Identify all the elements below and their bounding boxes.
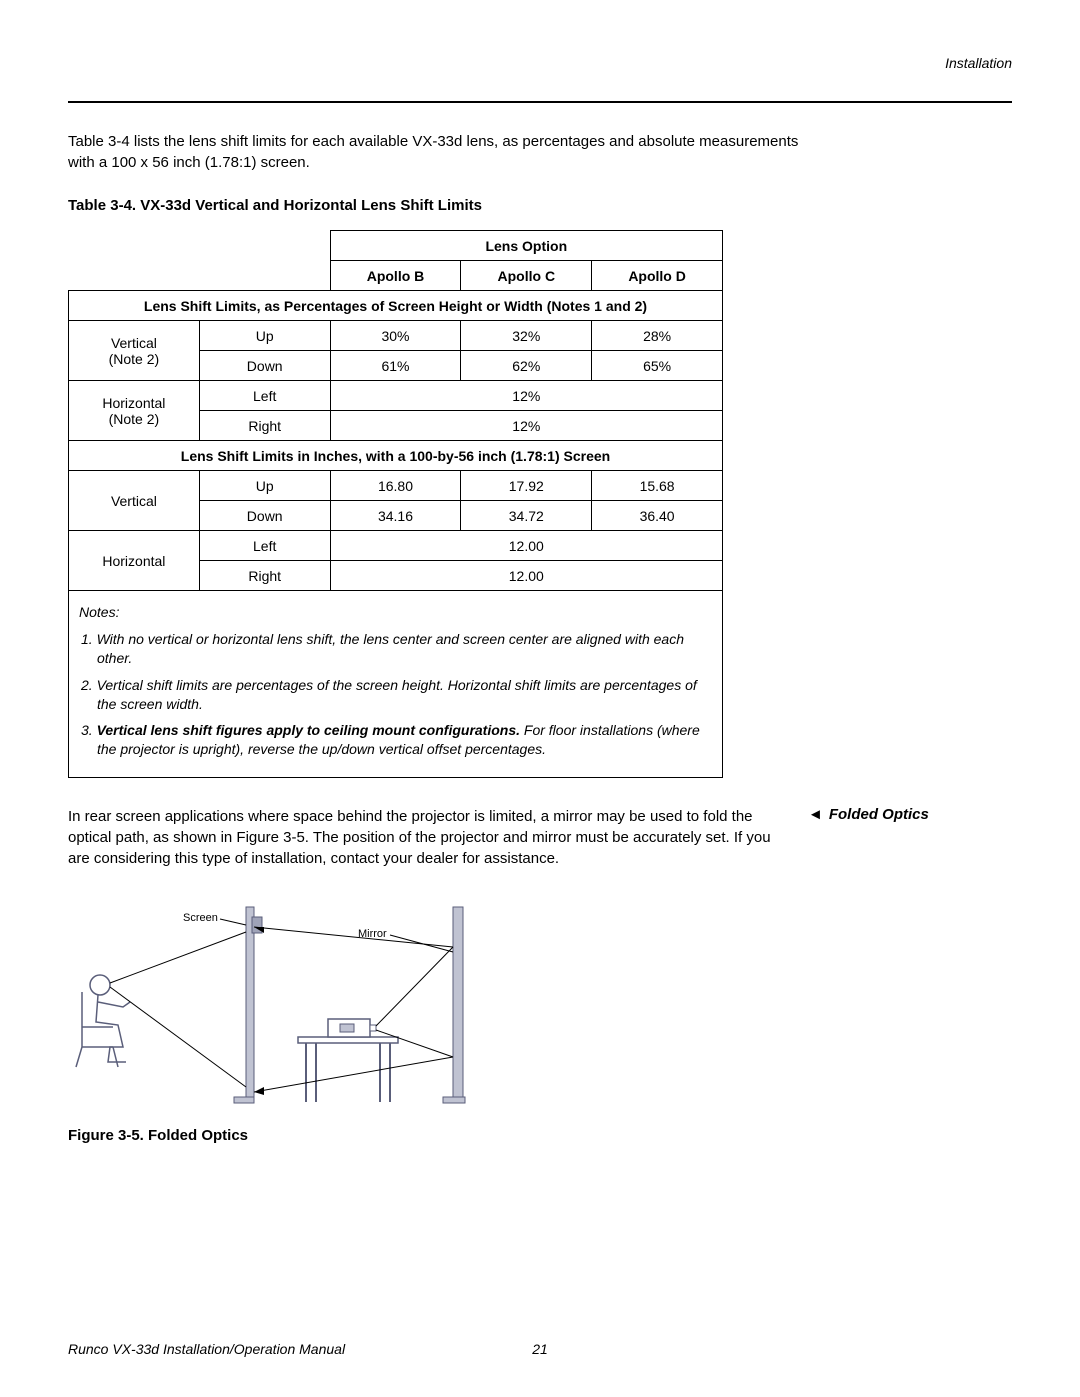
s1-left: Left	[199, 381, 330, 411]
s2-up-c: 17.92	[461, 471, 592, 501]
table-title: Table 3-4. VX-33d Vertical and Horizonta…	[68, 197, 1012, 214]
s2-left: Left	[199, 531, 330, 561]
s1-up-c: 32%	[461, 321, 592, 351]
s1-up: Up	[199, 321, 330, 351]
s1-up-d: 28%	[592, 321, 723, 351]
table-notes: Notes: 1. With no vertical or horizontal…	[68, 591, 723, 778]
s2-down-d: 36.40	[592, 501, 723, 531]
folded-optics-paragraph: In rear screen applications where space …	[68, 806, 788, 869]
folded-optics-diagram: Screen Mirror	[68, 897, 468, 1107]
s1-right: Right	[199, 411, 330, 441]
footer-manual-title: Runco VX-33d Installation/Operation Manu…	[68, 1341, 345, 1357]
s1-horizontal-label: Horizontal(Note 2)	[69, 381, 200, 441]
col-apollo-c: Apollo C	[461, 261, 592, 291]
intro-paragraph: Table 3-4 lists the lens shift limits fo…	[68, 131, 808, 173]
note-2: 2. Vertical shift limits are percentages…	[79, 676, 712, 714]
footer-page-number: 21	[532, 1341, 548, 1357]
s2-left-val: 12.00	[330, 531, 722, 561]
s1-down-c: 62%	[461, 351, 592, 381]
s1-down-d: 65%	[592, 351, 723, 381]
s2-up-d: 15.68	[592, 471, 723, 501]
lens-option-header: Lens Option	[330, 231, 722, 261]
section1-title: Lens Shift Limits, as Percentages of Scr…	[69, 291, 723, 321]
table-empty-corner	[69, 231, 331, 291]
s2-down-c: 34.72	[461, 501, 592, 531]
s1-right-val: 12%	[330, 411, 722, 441]
s2-vertical-label: Vertical	[69, 471, 200, 531]
triangle-left-icon: ◄	[808, 806, 823, 823]
section-header: Installation	[68, 55, 1012, 71]
s1-down-b: 61%	[330, 351, 461, 381]
section2-title: Lens Shift Limits in Inches, with a 100-…	[69, 441, 723, 471]
col-apollo-b: Apollo B	[330, 261, 461, 291]
s1-vertical-label: Vertical(Note 2)	[69, 321, 200, 381]
s1-down: Down	[199, 351, 330, 381]
figure-caption: Figure 3-5. Folded Optics	[68, 1127, 468, 1144]
s2-horizontal-label: Horizontal	[69, 531, 200, 591]
side-heading-folded-optics: ◄Folded Optics	[808, 806, 929, 823]
figure-3-5: Screen Mirror Figure 3-5. Folded Optics	[68, 897, 468, 1144]
lens-shift-table: Lens Option Apollo B Apollo C Apollo D L…	[68, 230, 723, 591]
s2-down: Down	[199, 501, 330, 531]
note-1: 1. With no vertical or horizontal lens s…	[79, 630, 712, 668]
s2-down-b: 34.16	[330, 501, 461, 531]
label-mirror: Mirror	[358, 928, 387, 940]
col-apollo-d: Apollo D	[592, 261, 723, 291]
notes-heading: Notes:	[79, 603, 712, 622]
s2-up-b: 16.80	[330, 471, 461, 501]
note-3: 3. Vertical lens shift figures apply to …	[79, 721, 712, 759]
header-rule	[68, 101, 1012, 103]
page-footer: Runco VX-33d Installation/Operation Manu…	[68, 1341, 1012, 1357]
label-screen: Screen	[183, 912, 218, 924]
s2-right-val: 12.00	[330, 561, 722, 591]
s2-up: Up	[199, 471, 330, 501]
s1-left-val: 12%	[330, 381, 722, 411]
s1-up-b: 30%	[330, 321, 461, 351]
s2-right: Right	[199, 561, 330, 591]
